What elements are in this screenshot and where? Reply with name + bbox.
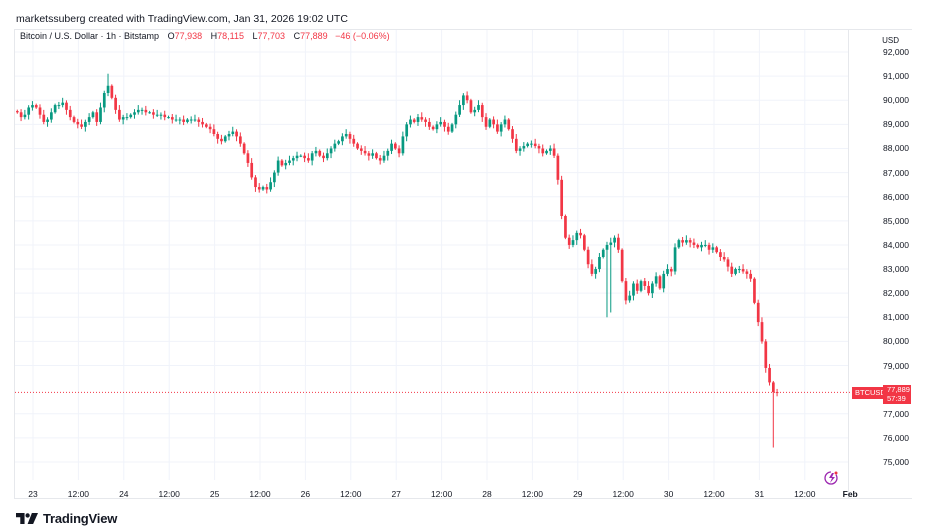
time-tick: 29 (573, 489, 583, 499)
price-tick: 85,000 (883, 215, 909, 226)
symbol-title[interactable]: Bitcoin / U.S. Dollar · 1h · Bitstamp (20, 31, 160, 41)
time-tick: 25 (209, 489, 220, 499)
time-tick: 27 (391, 489, 401, 499)
low-label: L (252, 31, 258, 41)
price-tick: 83,000 (883, 264, 909, 275)
price-tick: 84,000 (883, 239, 909, 250)
time-tick: 12:00 (340, 489, 362, 499)
event-lightning-icon[interactable] (824, 471, 838, 485)
price-tick: 86,000 (883, 191, 909, 202)
open-value: 77,938 (174, 31, 203, 41)
price-tick: 75,000 (883, 457, 909, 467)
price-tick: 87,000 (883, 167, 909, 178)
time-tick: 30 (663, 489, 674, 499)
time-tick: Feb (842, 489, 858, 499)
high-value: 78,115 (217, 31, 244, 41)
open-label: O (167, 31, 175, 41)
price-tick: 92,000 (883, 47, 909, 57)
time-tick: 12:00 (249, 489, 271, 499)
time-tick: 12:00 (430, 489, 453, 499)
time-tick: 12:00 (612, 489, 634, 499)
time-tick: 31 (754, 489, 765, 499)
time-tick: 26 (300, 489, 311, 499)
price-tick: 82,000 (883, 288, 909, 299)
price-tick: 76,000 (883, 432, 909, 443)
price-tick: 91,000 (883, 71, 909, 82)
time-tick: 12:00 (794, 489, 816, 499)
symbol-legend: Bitcoin / U.S. Dollar · 1h · Bitstamp O7… (20, 31, 390, 41)
time-tick: 12:00 (521, 489, 544, 499)
price-tick: 79,000 (883, 360, 909, 371)
time-tick: 12:00 (703, 489, 725, 499)
time-tick: 24 (119, 489, 129, 499)
last-price: 77,889 (887, 385, 910, 394)
time-tick: 28 (482, 489, 492, 499)
high-label: H (210, 31, 218, 41)
currency-unit[interactable]: USD (882, 36, 899, 45)
chart-pane[interactable] (14, 29, 912, 499)
logo-text: TradingView (43, 511, 118, 526)
low-value: 77,703 (257, 31, 286, 41)
time-tick: 12:00 (158, 489, 180, 499)
price-tick: 89,000 (883, 119, 909, 130)
tradingview-logo-icon (16, 513, 38, 524)
change-value: −46 (−0.06%) (335, 31, 390, 41)
time-tick: 12:00 (67, 489, 90, 499)
symbol-price-tag: BTCUSD (852, 387, 889, 399)
close-label: C (293, 31, 301, 41)
bar-countdown: 57:39 (887, 393, 906, 403)
last-price-tag: 77,889 57:39 (883, 385, 911, 404)
chart-attribution: marketssuberg created with TradingView.c… (16, 13, 348, 25)
tradingview-logo[interactable]: TradingView (16, 511, 117, 526)
price-tick: 90,000 (883, 95, 909, 106)
price-tick: 80,000 (883, 336, 909, 347)
price-tick: 88,000 (883, 143, 909, 154)
price-axis[interactable] (848, 29, 913, 499)
price-tick: 81,000 (883, 312, 909, 323)
time-tick: 23 (28, 489, 38, 499)
close-value: 77,889 (300, 31, 328, 41)
price-tick: 77,000 (883, 408, 909, 419)
